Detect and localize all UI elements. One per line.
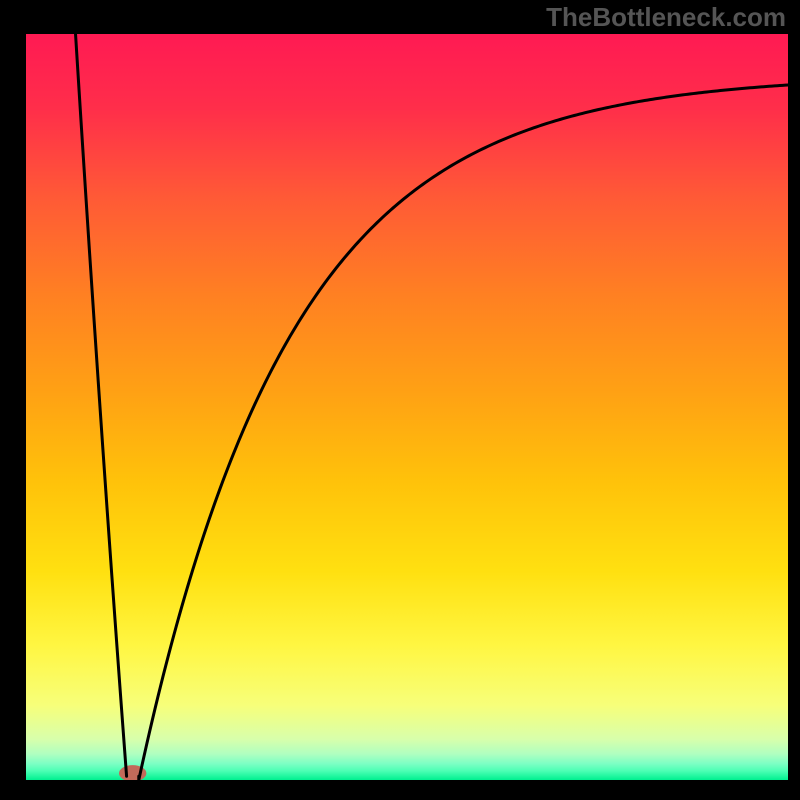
watermark-text: TheBottleneck.com bbox=[546, 2, 786, 33]
plot-area bbox=[26, 34, 788, 780]
chart-container: TheBottleneck.com bbox=[0, 0, 800, 800]
curve-overlay bbox=[26, 34, 788, 780]
curve-right-branch bbox=[139, 85, 788, 780]
curve-left-branch bbox=[76, 34, 127, 776]
